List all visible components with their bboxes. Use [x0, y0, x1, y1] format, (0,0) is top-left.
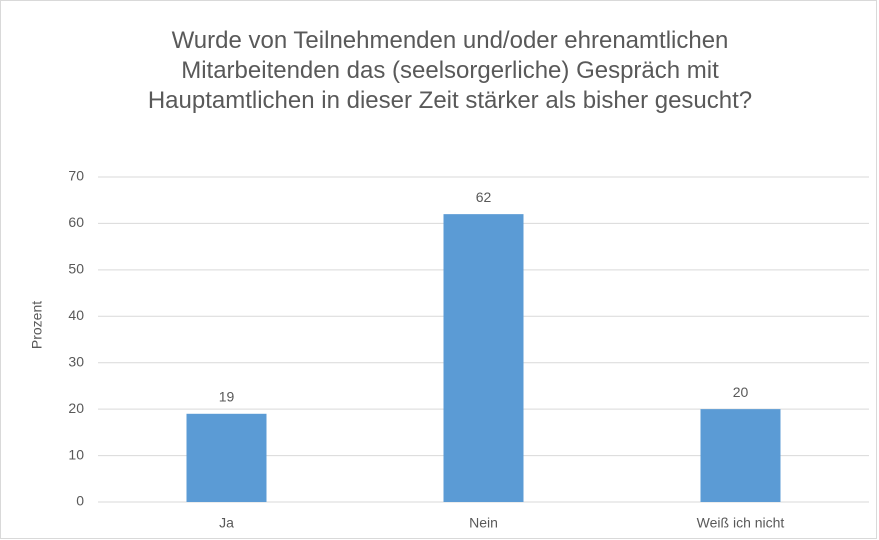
y-tick-label: 70 — [68, 168, 84, 184]
x-tick-label: Ja — [219, 515, 234, 531]
data-label: 19 — [219, 388, 235, 404]
y-tick-label: 0 — [76, 493, 84, 509]
bar — [186, 413, 267, 502]
y-tick-label: 20 — [68, 400, 84, 416]
y-tick-label: 10 — [68, 446, 84, 462]
y-axis-label: Prozent — [29, 301, 45, 349]
x-tick-label: Weiß ich nicht — [697, 515, 785, 531]
bar — [443, 214, 524, 502]
x-tick-label: Nein — [469, 515, 498, 531]
y-tick-label: 40 — [68, 307, 84, 323]
y-tick-label: 50 — [68, 261, 84, 277]
y-tick-label: 60 — [68, 214, 84, 230]
data-label: 20 — [733, 384, 749, 400]
y-tick-label: 30 — [68, 353, 84, 369]
bar — [700, 409, 781, 502]
chart-title: Wurde von Teilnehmenden und/oder ehrenam… — [147, 27, 753, 114]
data-label: 62 — [476, 189, 492, 205]
